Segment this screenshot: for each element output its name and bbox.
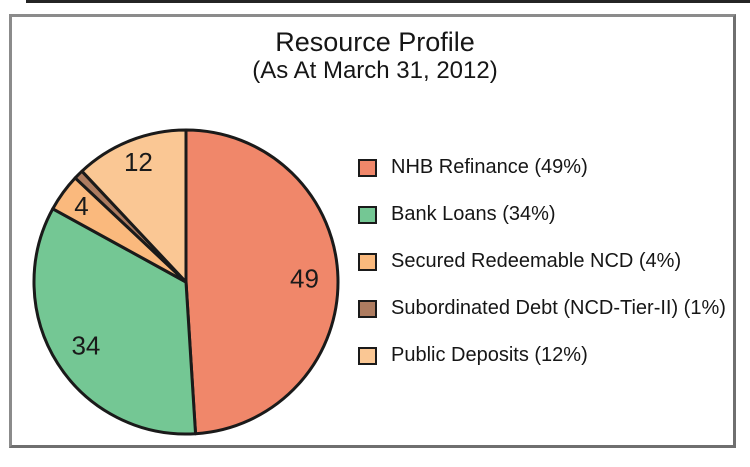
scan-edge-artifact <box>26 0 750 3</box>
legend-item: Secured Redeemable NCD (4%) <box>358 238 726 285</box>
legend-swatch <box>358 252 377 271</box>
legend-swatch <box>358 205 377 224</box>
legend-item: Bank Loans (34%) <box>358 191 726 238</box>
pie-value-label: 12 <box>124 147 153 177</box>
legend-item: Subordinated Debt (NCD-Tier-II) (1%) <box>358 285 726 332</box>
pie-value-label: 34 <box>71 331 100 361</box>
pie-slice-nhb-refinance <box>184 128 340 436</box>
legend-label: Subordinated Debt (NCD-Tier-II) (1%) <box>391 297 726 319</box>
legend-swatch <box>358 158 377 177</box>
legend-label: Bank Loans (34%) <box>391 203 556 225</box>
pie-value-label: 49 <box>290 263 319 293</box>
legend-label: Secured Redeemable NCD (4%) <box>391 250 682 272</box>
legend-label: NHB Refinance (49%) <box>391 156 588 178</box>
legend-swatch <box>358 299 377 318</box>
pie-slice-public-deposits <box>80 128 188 284</box>
chart-legend: NHB Refinance (49%) Bank Loans (34%) Secur… <box>358 144 726 379</box>
legend-label: Public Deposits (12%) <box>391 344 588 366</box>
legend-item: NHB Refinance (49%) <box>358 144 726 191</box>
legend-item: Public Deposits (12%) <box>358 332 726 379</box>
pie-value-label: 4 <box>74 191 88 221</box>
chart-title: Resource Profile <box>275 27 475 57</box>
pie-chart: 49 34 4 12 <box>32 128 340 436</box>
legend-swatch <box>358 346 377 365</box>
chart-subtitle: (As At March 31, 2012) <box>252 57 498 84</box>
